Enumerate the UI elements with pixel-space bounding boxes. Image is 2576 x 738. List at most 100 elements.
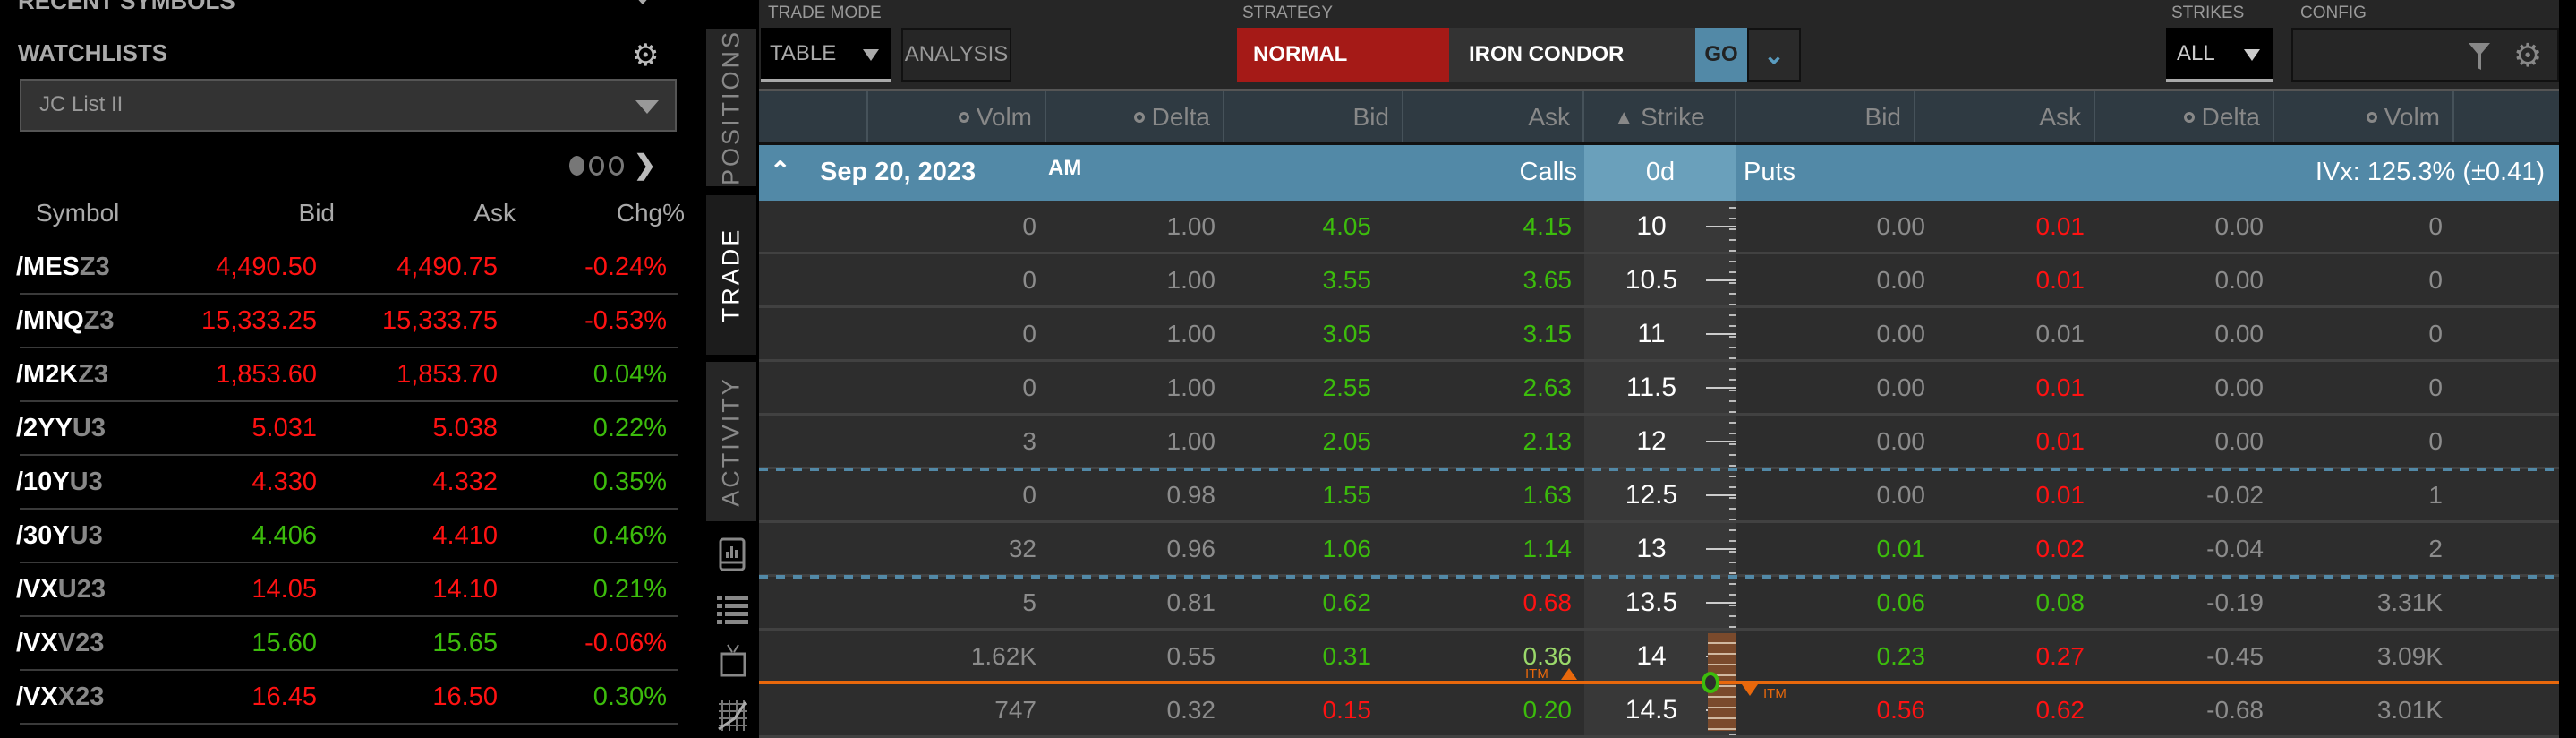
put-ask[interactable]: 0.01 [2035, 212, 2086, 240]
call-bid[interactable]: 0.31 [1322, 642, 1372, 670]
chain-row[interactable]: 5 0.81 0.62 0.68 13.5 0.06 0.08 -0.19 3.31K [759, 577, 2559, 631]
watchlist-row[interactable]: /VXU23 14.05 14.10 0.21% [0, 562, 680, 617]
col-ask[interactable]: Ask [473, 199, 516, 227]
call-ask[interactable]: 3.15 [1523, 320, 1573, 348]
page-dot[interactable] [589, 155, 604, 176]
chain-row[interactable]: 0 1.00 2.55 2.63 11.5 0.00 0.01 0.00 0 [759, 362, 2559, 416]
strategy-dropdown-chevron-icon[interactable]: ⌄ [1747, 28, 1801, 82]
put-ask[interactable]: 0.01 [2035, 373, 2086, 401]
chain-row[interactable]: 0 1.00 4.05 4.15 10 0.00 0.01 0.00 0 [759, 201, 2559, 254]
watchlist-gear-icon[interactable]: ⚙ [632, 39, 660, 73]
watchlist-row[interactable]: /MNQZ3 15,333.25 15,333.75 -0.53% [0, 294, 680, 348]
config-box: ⚙ [2291, 28, 2559, 82]
call-ask[interactable]: 0.20 [1523, 696, 1573, 724]
strategy-type-select[interactable]: IRON CONDOR [1449, 28, 1695, 82]
call-ask[interactable]: 3.65 [1523, 266, 1573, 294]
put-bid[interactable]: 0.00 [1876, 427, 1926, 455]
recent-symbols-header[interactable]: RECENT SYMBOLS [18, 0, 235, 14]
call-ask[interactable]: 2.13 [1523, 427, 1573, 455]
call-bid[interactable]: 1.55 [1322, 481, 1372, 509]
col-call-delta[interactable]: Delta [1046, 91, 1224, 142]
chain-row[interactable]: 0 1.00 3.05 3.15 11 0.00 0.01 0.00 0 [759, 308, 2559, 362]
go-button[interactable]: GO [1695, 28, 1747, 82]
watchlist-row[interactable]: /10YU3 4.330 4.332 0.35% [0, 455, 680, 510]
call-ask[interactable]: 1.14 [1523, 535, 1573, 562]
tab-activity[interactable]: ACTIVITY [706, 362, 756, 521]
call-bid[interactable]: 0.15 [1322, 696, 1372, 724]
col-chg[interactable]: Chg% [616, 199, 685, 227]
put-bid[interactable]: 0.56 [1876, 696, 1926, 724]
put-ask[interactable]: 0.62 [2035, 696, 2086, 724]
tab-positions[interactable]: POSITIONS [706, 29, 756, 186]
col-put-bid[interactable]: Bid [1736, 91, 1915, 142]
put-ask[interactable]: 0.27 [2035, 642, 2086, 670]
chain-row[interactable]: 3 1.00 2.05 2.13 12 0.00 0.01 0.00 0 [759, 416, 2559, 469]
put-ask[interactable]: 0.01 [2035, 427, 2086, 455]
watchlist-row[interactable]: /30YU3 4.406 4.410 0.46% [0, 509, 680, 563]
grid-chart-icon[interactable] [717, 699, 749, 731]
chain-row[interactable]: 0 0.98 1.55 1.63 12.5 0.00 0.01 -0.02 1 [759, 469, 2559, 523]
watchlist-row[interactable]: /VXV23 15.60 15.65 -0.06% [0, 616, 680, 671]
bar-chart-icon[interactable] [719, 537, 746, 571]
put-ask[interactable]: 0.01 [2035, 320, 2086, 348]
call-ask[interactable]: 0.68 [1523, 588, 1573, 616]
collapse-chevron-icon[interactable]: ⌃ [770, 157, 791, 184]
strikes-select[interactable]: ALL [2166, 28, 2273, 82]
call-bid[interactable]: 2.05 [1322, 427, 1372, 455]
call-ask[interactable]: 4.15 [1523, 212, 1573, 240]
call-bid[interactable]: 2.55 [1322, 373, 1372, 401]
put-ask[interactable]: 0.01 [2035, 266, 2086, 294]
col-symbol[interactable]: Symbol [36, 199, 120, 227]
tab-trade[interactable]: TRADE [706, 195, 756, 355]
expiration-header[interactable]: ⌃ Sep 20, 2023 AM Calls 0d Puts IVx: 125… [759, 145, 2559, 201]
watchlist-row[interactable]: /M2KZ3 1,853.60 1,853.70 0.04% [0, 348, 680, 402]
call-ask[interactable]: 0.36 [1523, 642, 1573, 670]
watchlist-row[interactable]: /VXX23 16.45 16.50 0.30% [0, 670, 680, 725]
next-page-chevron-icon[interactable]: ❯ [634, 150, 657, 180]
col-call-volm[interactable]: Volm [868, 91, 1046, 142]
col-put-volm[interactable]: Volm [2274, 91, 2454, 142]
page-dot-active[interactable] [569, 155, 584, 176]
put-bid[interactable]: 0.00 [1876, 481, 1926, 509]
put-bid[interactable]: 0.00 [1876, 266, 1926, 294]
call-bid[interactable]: 0.62 [1322, 588, 1372, 616]
put-bid[interactable]: 0.00 [1876, 320, 1926, 348]
watchlist-row[interactable]: /2YYU3 5.031 5.038 0.22% [0, 401, 680, 456]
strategy-normal-button[interactable]: NORMAL [1237, 28, 1449, 82]
put-bid[interactable]: 0.00 [1876, 212, 1926, 240]
chain-row[interactable]: 0 1.00 3.55 3.65 10.5 0.00 0.01 0.00 0 [759, 254, 2559, 308]
chain-row[interactable]: 32 0.96 1.06 1.14 13 0.01 0.02 -0.04 2 [759, 523, 2559, 577]
page-dot[interactable] [609, 155, 624, 176]
col-bid[interactable]: Bid [298, 199, 335, 227]
watchlist-row[interactable]: /MESZ3 4,490.50 4,490.75 -0.24% [0, 240, 680, 295]
chain-row[interactable]: 1.62K 0.55 0.31 0.36 14 0.23 0.27 -0.45 3.09K [759, 631, 2559, 684]
col-call-bid[interactable]: Bid [1224, 91, 1403, 142]
put-ask[interactable]: 0.01 [2035, 481, 2086, 509]
watchlist-select[interactable]: JC List II [20, 79, 677, 132]
call-ask[interactable]: 2.63 [1523, 373, 1573, 401]
put-bid[interactable]: 0.23 [1876, 642, 1926, 670]
call-bid[interactable]: 3.55 [1322, 266, 1372, 294]
collapse-arrow-icon[interactable] [634, 0, 652, 4]
chain-row[interactable]: 747 0.32 0.15 0.20 14.5 0.56 0.62 -0.68 3.01K [759, 684, 2559, 738]
col-label: Volm [976, 102, 1032, 131]
put-ask[interactable]: 0.02 [2035, 535, 2086, 562]
put-ask[interactable]: 0.08 [2035, 588, 2086, 616]
call-bid[interactable]: 3.05 [1322, 320, 1372, 348]
trade-mode-select[interactable]: TABLE [761, 28, 891, 82]
call-ask[interactable]: 1.63 [1523, 481, 1573, 509]
col-put-delta[interactable]: Delta [2095, 91, 2274, 142]
call-bid[interactable]: 1.06 [1322, 535, 1372, 562]
put-bid[interactable]: 0.06 [1876, 588, 1926, 616]
tv-icon[interactable] [719, 643, 747, 679]
filter-icon[interactable] [2468, 41, 2491, 72]
analysis-button[interactable]: ANALYSIS [901, 28, 1011, 82]
list-icon[interactable] [717, 595, 749, 625]
config-gear-icon[interactable]: ⚙ [2513, 37, 2543, 73]
col-call-ask[interactable]: Ask [1403, 91, 1584, 142]
col-put-ask[interactable]: Ask [1915, 91, 2095, 142]
put-bid[interactable]: 0.00 [1876, 373, 1926, 401]
call-bid[interactable]: 4.05 [1322, 212, 1372, 240]
put-bid[interactable]: 0.01 [1876, 535, 1926, 562]
col-strike[interactable]: ▲ Strike [1584, 91, 1736, 142]
